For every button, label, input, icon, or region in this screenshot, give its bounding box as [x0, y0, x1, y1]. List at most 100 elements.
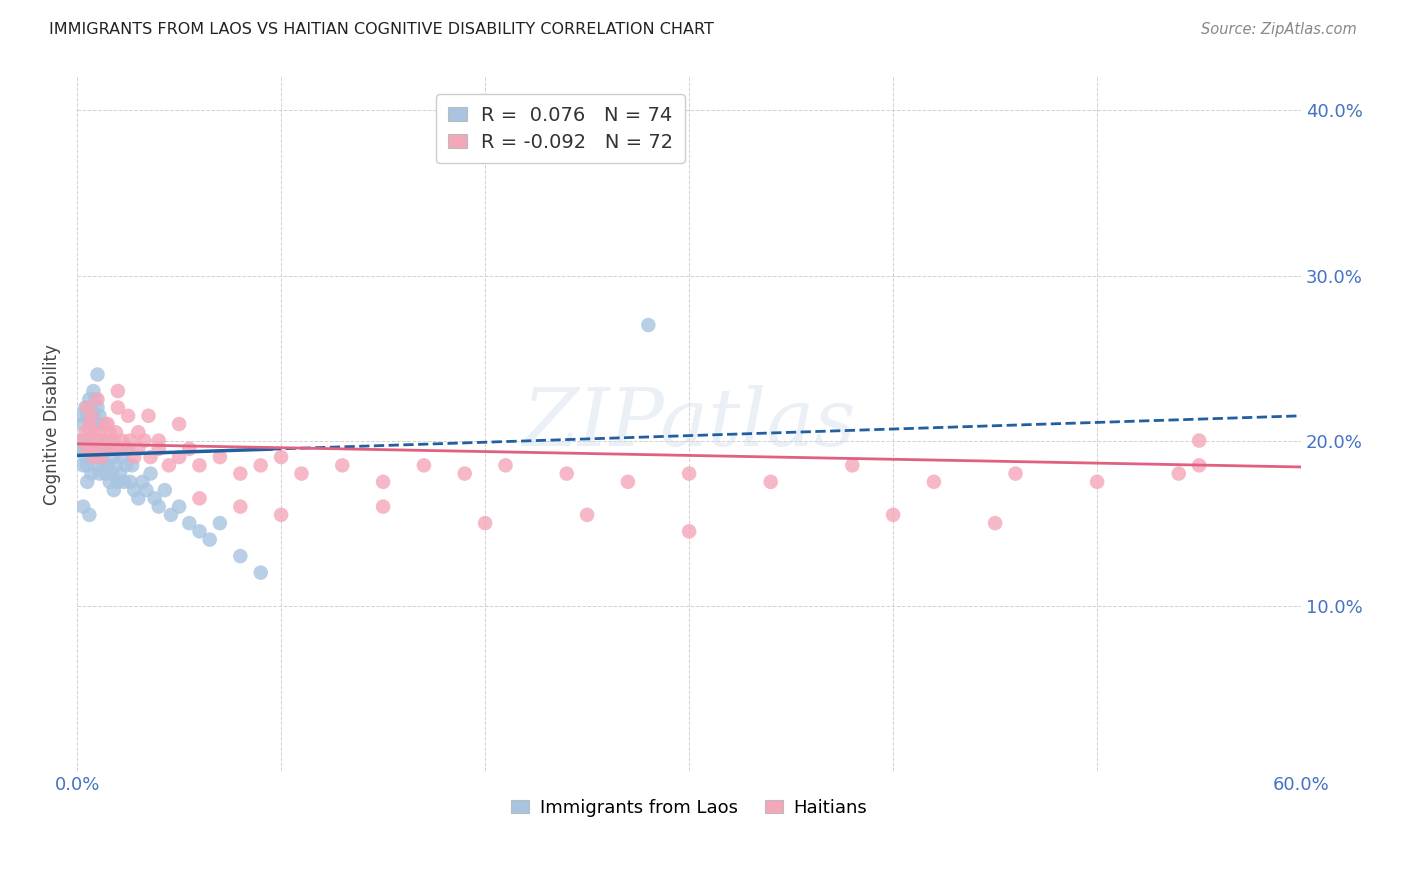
Point: [148, 500, 170, 514]
Point: [80, 409, 103, 423]
Point: [148, 442, 170, 456]
Point: [76, 401, 98, 415]
Point: [617, 475, 640, 489]
Point: [115, 458, 138, 473]
Point: [72, 442, 94, 456]
Point: [131, 475, 153, 489]
Point: [179, 516, 201, 530]
Point: [76, 409, 98, 423]
Point: [153, 483, 176, 497]
Point: [135, 483, 157, 497]
Point: [72, 458, 94, 473]
Point: [229, 500, 252, 514]
Point: [127, 442, 149, 456]
Point: [75, 434, 97, 448]
Point: [80, 467, 103, 481]
Point: [138, 409, 160, 423]
Point: [97, 417, 120, 431]
Point: [1085, 475, 1108, 489]
Point: [678, 524, 700, 539]
Point: [90, 417, 112, 431]
Point: [86, 442, 108, 456]
Point: [160, 508, 183, 522]
Point: [249, 458, 271, 473]
Point: [117, 442, 139, 456]
Point: [107, 384, 129, 398]
Point: [270, 508, 292, 522]
Point: [576, 508, 599, 522]
Point: [229, 549, 252, 563]
Point: [1004, 467, 1026, 481]
Point: [167, 500, 190, 514]
Point: [76, 475, 98, 489]
Point: [94, 467, 117, 481]
Point: [208, 450, 231, 464]
Point: [94, 417, 117, 431]
Point: [86, 368, 108, 382]
Point: [72, 500, 94, 514]
Point: [107, 442, 129, 456]
Point: [86, 458, 108, 473]
Point: [1167, 467, 1189, 481]
Point: [1188, 458, 1211, 473]
Point: [80, 442, 103, 456]
Point: [984, 516, 1007, 530]
Point: [100, 442, 122, 456]
Point: [72, 434, 94, 448]
Point: [120, 434, 142, 448]
Point: [79, 392, 101, 407]
Point: [103, 434, 125, 448]
Point: [75, 401, 97, 415]
Point: [76, 442, 98, 456]
Legend: Immigrants from Laos, Haitians: Immigrants from Laos, Haitians: [503, 791, 875, 824]
Point: [134, 434, 156, 448]
Point: [270, 450, 292, 464]
Point: [80, 417, 103, 431]
Point: [111, 450, 134, 464]
Point: [111, 434, 134, 448]
Point: [70, 409, 93, 423]
Text: ZIPatlas: ZIPatlas: [523, 385, 856, 463]
Point: [89, 409, 111, 423]
Point: [454, 467, 477, 481]
Point: [143, 491, 166, 506]
Point: [412, 458, 434, 473]
Point: [188, 491, 211, 506]
Point: [86, 392, 108, 407]
Point: [103, 450, 125, 464]
Point: [82, 442, 104, 456]
Point: [76, 458, 98, 473]
Point: [80, 401, 103, 415]
Point: [89, 467, 111, 481]
Point: [179, 442, 201, 456]
Point: [104, 425, 127, 440]
Point: [882, 508, 904, 522]
Point: [104, 458, 127, 473]
Point: [93, 434, 115, 448]
Point: [97, 434, 120, 448]
Point: [127, 425, 149, 440]
Point: [80, 442, 103, 456]
Point: [84, 450, 107, 464]
Point: [98, 442, 121, 456]
Point: [290, 467, 312, 481]
Point: [841, 458, 863, 473]
Point: [121, 458, 143, 473]
Point: [89, 442, 111, 456]
Point: [86, 434, 108, 448]
Point: [90, 450, 112, 464]
Point: [678, 467, 700, 481]
Point: [139, 467, 162, 481]
Point: [371, 500, 394, 514]
Point: [79, 417, 101, 431]
Point: [75, 425, 97, 440]
Point: [117, 409, 139, 423]
Point: [79, 425, 101, 440]
Point: [89, 425, 111, 440]
Point: [75, 450, 97, 464]
Point: [72, 417, 94, 431]
Point: [84, 392, 107, 407]
Point: [167, 450, 190, 464]
Text: Source: ZipAtlas.com: Source: ZipAtlas.com: [1201, 22, 1357, 37]
Point: [127, 491, 149, 506]
